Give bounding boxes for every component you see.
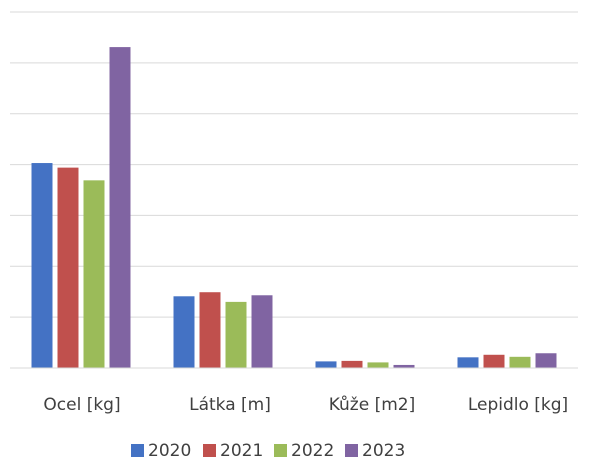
bar — [251, 295, 273, 368]
legend-label: 2020 — [148, 441, 191, 461]
bar — [457, 357, 479, 368]
bar — [173, 296, 195, 368]
category-label: Kůže [m2] — [329, 395, 416, 415]
legend-label: 2021 — [220, 441, 263, 461]
bar — [535, 353, 557, 368]
bar — [31, 163, 53, 368]
legend-label: 2022 — [291, 441, 334, 461]
legend-swatch — [345, 444, 358, 457]
bar — [509, 356, 531, 368]
bar — [367, 362, 389, 368]
legend-swatch — [274, 444, 287, 457]
bar — [393, 364, 415, 368]
bar — [109, 47, 131, 368]
category-label: Lepidlo [kg] — [468, 395, 568, 415]
bar — [199, 292, 221, 368]
legend: 2020 2021 2022 2023 — [131, 441, 405, 461]
bar — [315, 361, 337, 368]
bar — [83, 180, 105, 368]
bar — [225, 301, 247, 368]
legend-swatch — [131, 444, 144, 457]
legend-label: 2023 — [362, 441, 405, 461]
bar — [57, 167, 79, 368]
bar — [483, 354, 505, 368]
category-label: Ocel [kg] — [43, 395, 120, 415]
bar — [341, 360, 363, 368]
gridlines — [10, 11, 578, 318]
bars — [31, 47, 557, 368]
category-labels: Ocel [kg] Látka [m] Kůže [m2] Lepidlo [k… — [43, 395, 568, 415]
legend-swatch — [203, 444, 216, 457]
category-label: Látka [m] — [189, 395, 271, 415]
